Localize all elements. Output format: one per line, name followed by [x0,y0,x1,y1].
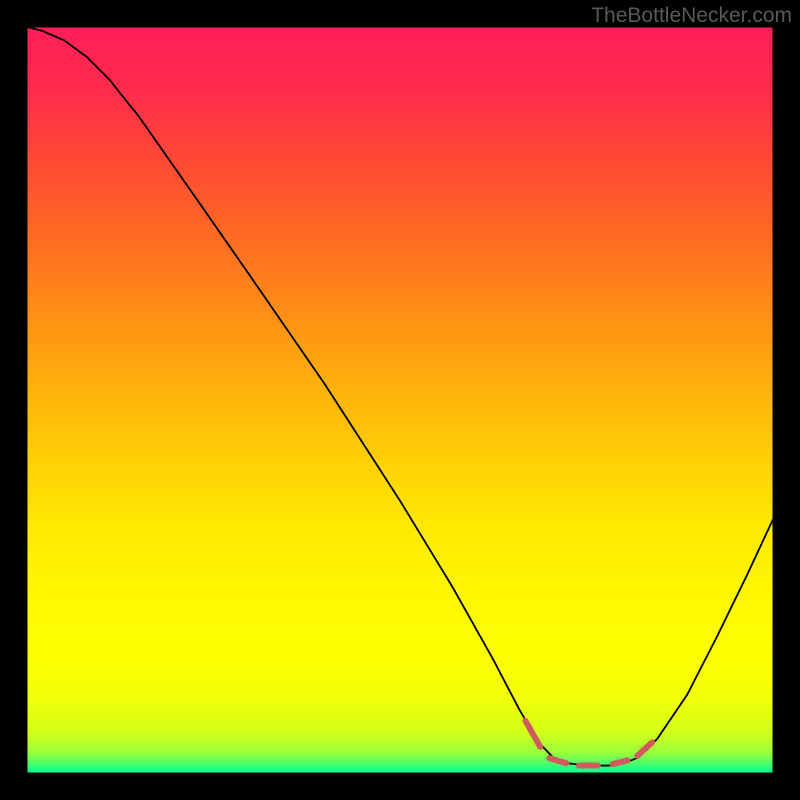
trough-dash [613,760,628,764]
watermark-text: TheBottleNecker.com [591,4,792,28]
bottleneck-chart: TheBottleNecker.com [0,0,800,800]
plot-background [27,27,773,773]
chart-svg [0,0,800,800]
